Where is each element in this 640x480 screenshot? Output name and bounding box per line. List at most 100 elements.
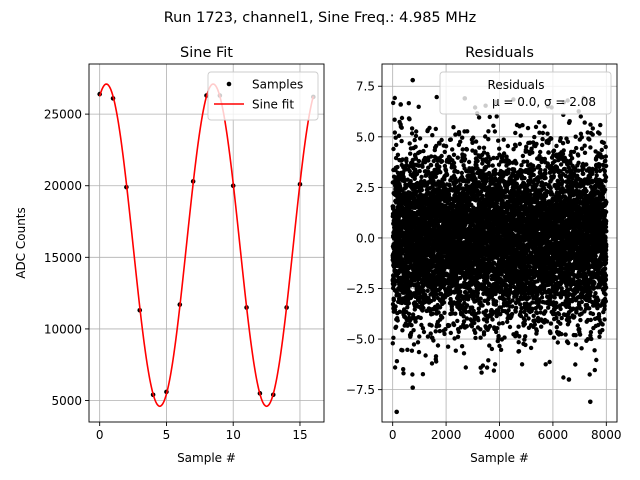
- residual-point: [434, 94, 439, 100]
- residual-point: [428, 331, 433, 336]
- residual-point: [431, 297, 437, 302]
- legend-box: [207, 71, 319, 121]
- residual-point: [520, 153, 526, 159]
- residual-point: [478, 327, 483, 332]
- residual-point: [448, 330, 453, 336]
- residual-point: [434, 359, 439, 364]
- residual-point: [506, 308, 511, 313]
- residual-point: [396, 133, 402, 138]
- residual-point: [420, 372, 426, 377]
- residual-point: [451, 125, 456, 130]
- residual-point: [464, 147, 470, 152]
- residual-point: [492, 362, 498, 367]
- residual-point: [423, 143, 429, 149]
- residual-point: [497, 146, 502, 151]
- y-tick-label: 20000: [44, 179, 82, 193]
- residual-point: [477, 145, 482, 150]
- residual-point: [506, 170, 511, 175]
- residual-point: [489, 346, 495, 352]
- residual-point: [391, 204, 396, 209]
- residual-point: [460, 135, 465, 140]
- x-axis-label: Sample #: [177, 451, 236, 465]
- y-tick-label: 15000: [44, 251, 82, 265]
- residual-point: [486, 137, 491, 142]
- residual-point: [494, 329, 499, 335]
- residual-point: [448, 137, 453, 142]
- residual-point: [510, 304, 515, 309]
- residual-point: [417, 149, 423, 155]
- residual-point: [456, 329, 461, 334]
- residual-point: [471, 135, 476, 140]
- residual-point: [419, 187, 424, 193]
- residual-point: [404, 158, 409, 164]
- residual-point: [410, 372, 415, 377]
- residual-point: [409, 348, 415, 353]
- residual-point: [399, 138, 404, 144]
- residual-point: [487, 323, 493, 329]
- residual-point: [409, 323, 414, 328]
- residual-point: [401, 371, 406, 376]
- x-tick-label: 0: [96, 428, 104, 442]
- residual-point: [421, 148, 426, 154]
- residual-point: [516, 324, 521, 329]
- residual-point: [418, 315, 423, 321]
- residual-point: [411, 328, 416, 333]
- residual-point: [393, 304, 398, 309]
- residual-point: [450, 147, 455, 152]
- residual-point: [402, 179, 407, 184]
- residual-point: [430, 311, 435, 316]
- residual-point: [417, 168, 422, 174]
- residual-point: [484, 365, 490, 370]
- residual-point: [505, 143, 511, 149]
- residual-point: [437, 328, 442, 334]
- residual-point: [408, 151, 413, 156]
- residual-point: [390, 341, 395, 346]
- residual-point: [518, 133, 523, 138]
- residual-point: [420, 326, 426, 331]
- residual-point: [421, 305, 426, 311]
- residual-point: [480, 363, 486, 368]
- residual-point: [421, 329, 427, 335]
- residual-point: [400, 328, 405, 333]
- residual-point: [509, 311, 515, 317]
- residual-point: [392, 117, 397, 122]
- residual-point: [517, 141, 522, 147]
- residual-point: [420, 164, 425, 169]
- residual-point: [433, 329, 438, 334]
- residual-point: [417, 290, 422, 295]
- residual-point: [494, 299, 499, 304]
- axes-title: Sine Fit: [180, 45, 233, 61]
- x-tick-label: 15: [292, 428, 307, 442]
- residual-point: [416, 349, 422, 355]
- residuals-panel: 0 2000 4000 6000 8000−7.5−5.0−2.50.02.55.07.…: [346, 45, 622, 465]
- residual-point: [395, 318, 400, 323]
- residual-point: [507, 324, 513, 330]
- residual-point: [491, 123, 496, 128]
- residual-point: [465, 129, 470, 134]
- residual-point: [413, 156, 419, 161]
- residual-point: [473, 335, 478, 341]
- residual-point: [506, 161, 512, 166]
- x-tick-label: 10: [226, 428, 241, 442]
- residual-point: [492, 129, 498, 134]
- x-tick-label: 5: [163, 428, 171, 442]
- residual-point: [401, 367, 406, 372]
- residual-point: [412, 137, 417, 143]
- residual-point: [416, 104, 421, 110]
- residual-point: [391, 146, 396, 152]
- residual-point: [442, 149, 447, 155]
- residual-point: [394, 142, 399, 148]
- residual-point: [478, 335, 483, 340]
- residual-point: [439, 137, 444, 143]
- axes-frame: [88, 63, 325, 423]
- residual-point: [486, 129, 491, 134]
- residual-point: [476, 310, 481, 315]
- legend-marker-samples: [226, 81, 232, 87]
- residual-point: [486, 358, 491, 363]
- residual-point: [399, 125, 404, 130]
- residual-point: [484, 308, 489, 313]
- residual-point: [451, 152, 457, 157]
- residual-point: [399, 115, 405, 121]
- residual-point: [395, 152, 401, 157]
- residual-point: [405, 275, 411, 280]
